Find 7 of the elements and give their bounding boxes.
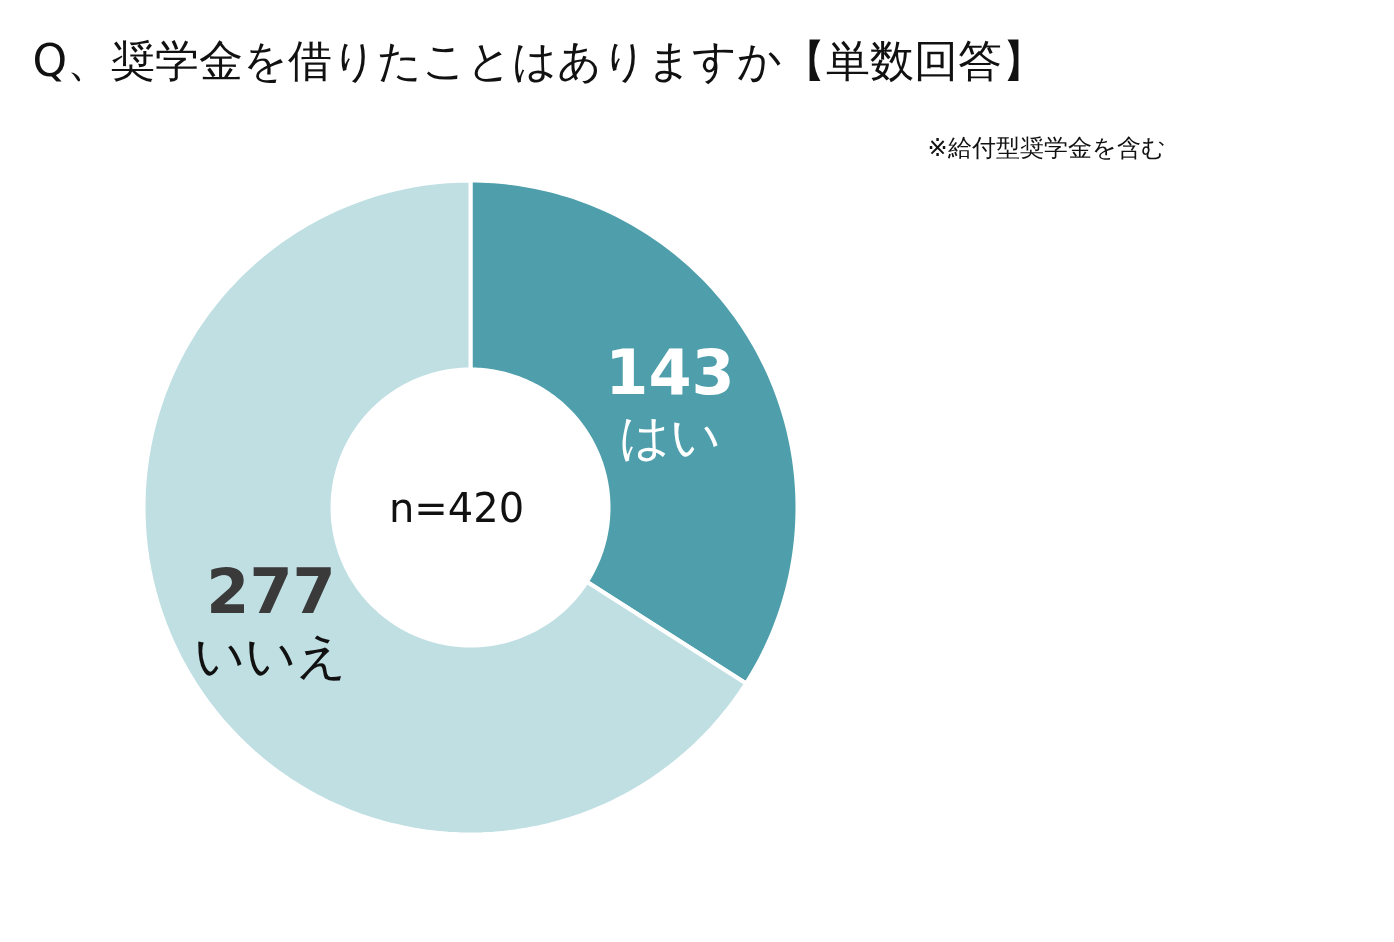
slice-label: いいえ [194,626,348,685]
slice-label: はい [619,408,722,467]
data-label: 277 [206,554,336,628]
chart-title: Q、奨学金を借りたことはありますか【単数回答】 [32,35,1047,86]
text: ※給付型奨学金を含む [927,133,1166,162]
text: n=420 [388,484,525,531]
data-label: 143 [605,336,735,410]
